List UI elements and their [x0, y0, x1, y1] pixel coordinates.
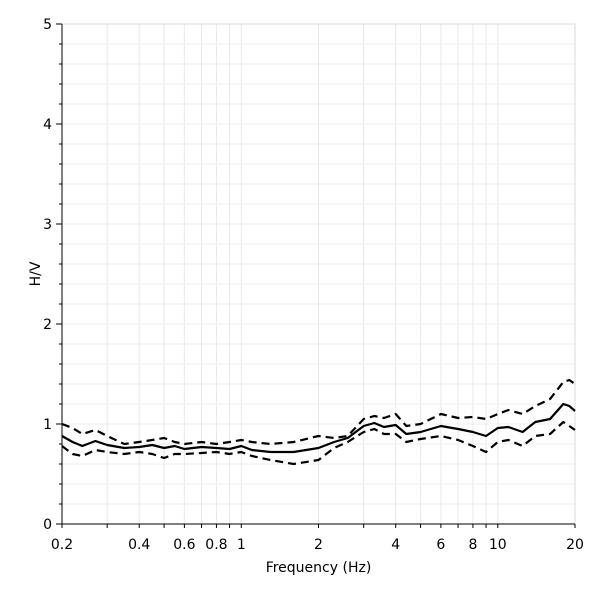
x-tick-label: 20	[566, 537, 584, 553]
x-axis-title: Frequency (Hz)	[266, 560, 372, 576]
y-tick-label: 1	[43, 417, 52, 433]
grid	[61, 23, 576, 525]
x-tick-label: 0.6	[173, 537, 195, 553]
axes	[56, 23, 576, 528]
x-tick-label: 10	[489, 537, 507, 553]
y-tick-label: 3	[43, 217, 52, 233]
x-tick-label: 8	[468, 537, 477, 553]
y-tick-label: 4	[43, 117, 52, 133]
y-axis-title: H/V	[28, 261, 44, 286]
lower-std-dashed-line	[61, 420, 576, 466]
series-group	[61, 378, 576, 466]
x-tick-label: 4	[391, 537, 400, 553]
y-tick-label: 2	[43, 317, 52, 333]
tick-labels: 0 1 2 3 4 5 0.2 0.4 0.6 0.8 1 2 4 6 8 10 20	[43, 17, 584, 553]
x-tick-label: 0.8	[205, 537, 227, 553]
x-tick-label: 1	[237, 537, 246, 553]
x-tick-label: 6	[436, 537, 445, 553]
x-tick-label: 2	[314, 537, 323, 553]
upper-std-dashed-line	[61, 378, 576, 446]
y-tick-label: 0	[43, 517, 52, 533]
mean-hv-curve	[61, 402, 576, 454]
y-tick-label: 5	[43, 17, 52, 33]
x-tick-label: 0.4	[128, 537, 150, 553]
x-tick-label: 0.2	[51, 537, 73, 553]
